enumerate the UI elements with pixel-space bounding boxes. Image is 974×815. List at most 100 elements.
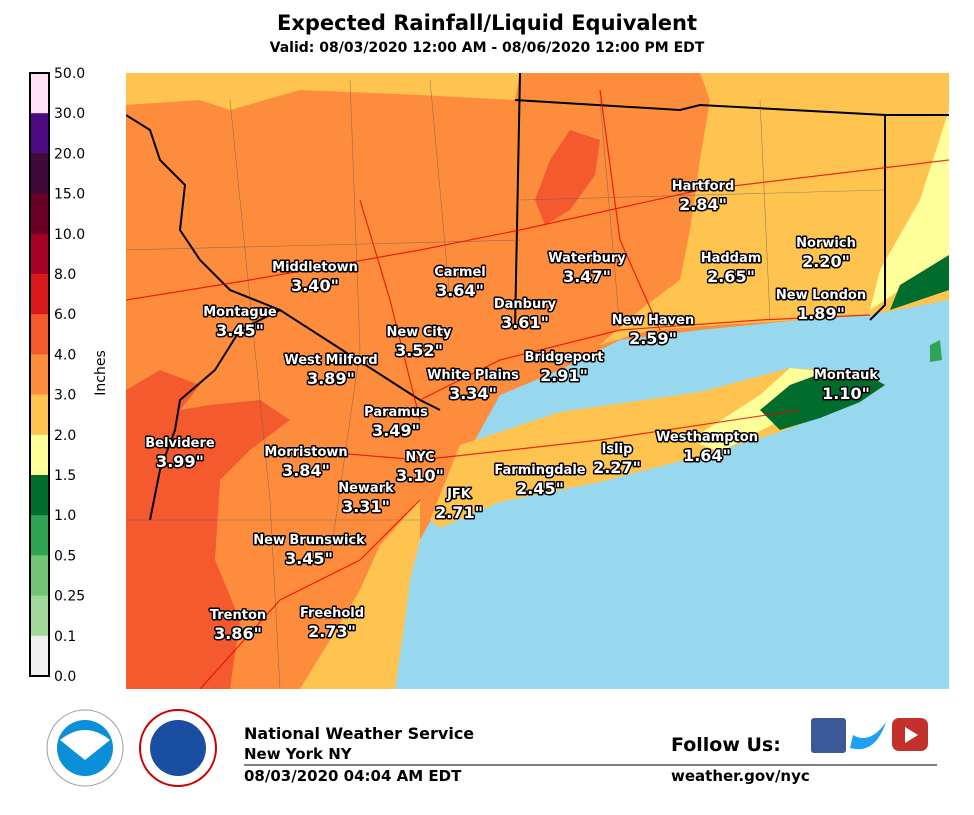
- title: Expected Rainfall/Liquid Equivalent: [277, 11, 697, 35]
- city-amount: 2.27": [593, 458, 641, 477]
- colorbar-tick: 15.0: [54, 187, 85, 203]
- city-name: Bridgeport: [524, 350, 603, 365]
- city-name: Hartford: [672, 179, 735, 194]
- city-name: Islip: [602, 442, 633, 457]
- subtitle: Valid: 08/03/2020 12:00 AM - 08/06/2020 …: [270, 40, 705, 56]
- city-amount: 3.52": [395, 341, 443, 360]
- city-name: Morristown: [264, 445, 347, 460]
- colorbar-tick: 0.0: [54, 669, 76, 685]
- city-name: New Haven: [612, 313, 694, 328]
- city-name: New City: [387, 325, 452, 340]
- city-amount: 3.49": [372, 421, 420, 440]
- city-name: Carmel: [434, 265, 486, 280]
- colorbar-tick: 50.0: [54, 66, 85, 82]
- city-amount: 2.20": [802, 252, 850, 271]
- colorbar-tick: 8.0: [54, 267, 76, 283]
- colorbar-tick: 1.0: [54, 508, 76, 524]
- city-name: Montauk: [814, 368, 878, 383]
- colorbar-band: [30, 314, 49, 355]
- city-amount: 1.64": [683, 446, 731, 465]
- colorbar-tick: 1.5: [54, 468, 76, 484]
- colorbar-tick: 6.0: [54, 307, 76, 323]
- location: New York NY: [244, 745, 353, 763]
- city-name: West Milford: [284, 353, 377, 368]
- city-amount: 3.89": [307, 369, 355, 388]
- city-amount: 2.71": [435, 503, 483, 522]
- office: National Weather Service: [244, 724, 474, 743]
- city-amount: 2.59": [629, 329, 677, 348]
- colorbar-band: [30, 635, 49, 677]
- footer: National Weather Service New York NY 08/…: [46, 709, 937, 787]
- colorbar-band: [30, 515, 49, 556]
- city-name: Farmingdale: [494, 463, 585, 478]
- colorbar-band: [30, 233, 49, 275]
- city-amount: 3.47": [563, 267, 611, 286]
- city-amount: 3.99": [156, 452, 204, 471]
- colorbar-band: [30, 434, 49, 476]
- city-amount: 2.91": [540, 366, 588, 385]
- city-amount: 1.10": [822, 384, 870, 403]
- colorbar-band: [30, 153, 49, 195]
- city-name: Westhampton: [656, 430, 758, 445]
- follow: Follow Us:: [671, 734, 781, 756]
- colorbar-tick: 0.1: [54, 629, 76, 645]
- city-name: Paramus: [364, 405, 428, 420]
- colorbar-band: [30, 354, 49, 396]
- colorbar-tick: 10.0: [54, 227, 85, 243]
- facebook-icon[interactable]: [811, 718, 846, 753]
- nws-logo-inner: [150, 720, 206, 776]
- twitter-icon[interactable]: [850, 722, 886, 750]
- city-name: Freehold: [300, 606, 364, 621]
- city-name: JFK: [446, 487, 472, 502]
- city-amount: 3.84": [282, 461, 330, 480]
- colorbar-tick: 0.5: [54, 548, 76, 564]
- colorbar-band: [30, 113, 49, 154]
- colorbar-band: [30, 193, 49, 235]
- city-amount: 3.45": [216, 321, 264, 340]
- city-name: Haddam: [701, 251, 762, 266]
- city-amount: 2.65": [707, 267, 755, 286]
- colorbar-band: [30, 274, 49, 315]
- colorbar-tick: 30.0: [54, 106, 85, 122]
- city-name: Waterbury: [548, 251, 626, 266]
- colorbar-band: [30, 555, 49, 597]
- colorbar-tick: 0.25: [54, 589, 85, 605]
- colorbar-frame: [29, 72, 50, 677]
- issued: 08/03/2020 04:04 AM EDT: [244, 767, 462, 785]
- city-amount: 3.45": [285, 549, 333, 568]
- city-amount: 2.84": [679, 195, 727, 214]
- city-name: Montague: [203, 305, 277, 320]
- colorbar-label: Inches: [93, 350, 109, 395]
- colorbar-tick: 3.0: [54, 388, 76, 404]
- city-amount: 3.34": [449, 384, 497, 403]
- city-name: Trenton: [210, 608, 266, 623]
- colorbar-tick: 20.0: [54, 146, 85, 162]
- city-name: New London: [776, 288, 866, 303]
- colorbar-band: [30, 475, 49, 516]
- url[interactable]: weather.gov/nyc: [671, 767, 810, 785]
- city-amount: 1.89": [797, 304, 845, 323]
- city-name: NYC: [405, 450, 434, 465]
- city-name: Danbury: [494, 297, 557, 312]
- city-name: New Brunswick: [253, 533, 365, 548]
- city-amount: 2.45": [516, 479, 564, 498]
- city-name: Middletown: [272, 260, 358, 275]
- city-amount: 3.10": [396, 466, 444, 485]
- colorbar-band: [30, 73, 49, 114]
- city-amount: 3.86": [214, 624, 262, 643]
- city-amount: 3.31": [342, 497, 390, 516]
- colorbar-tick: 2.0: [54, 428, 76, 444]
- city-amount: 3.64": [436, 281, 484, 300]
- city-name: Newark: [338, 481, 394, 496]
- city-amount: 3.61": [501, 313, 549, 332]
- city-amount: 2.73": [308, 622, 356, 641]
- city-name: White Plains: [427, 368, 519, 383]
- colorbar-band: [30, 595, 49, 637]
- city-amount: 3.40": [291, 276, 339, 295]
- colorbar-tick: 4.0: [54, 347, 76, 363]
- colorbar-band: [30, 394, 49, 436]
- city-name: Belvidere: [145, 436, 215, 451]
- map: [126, 73, 949, 689]
